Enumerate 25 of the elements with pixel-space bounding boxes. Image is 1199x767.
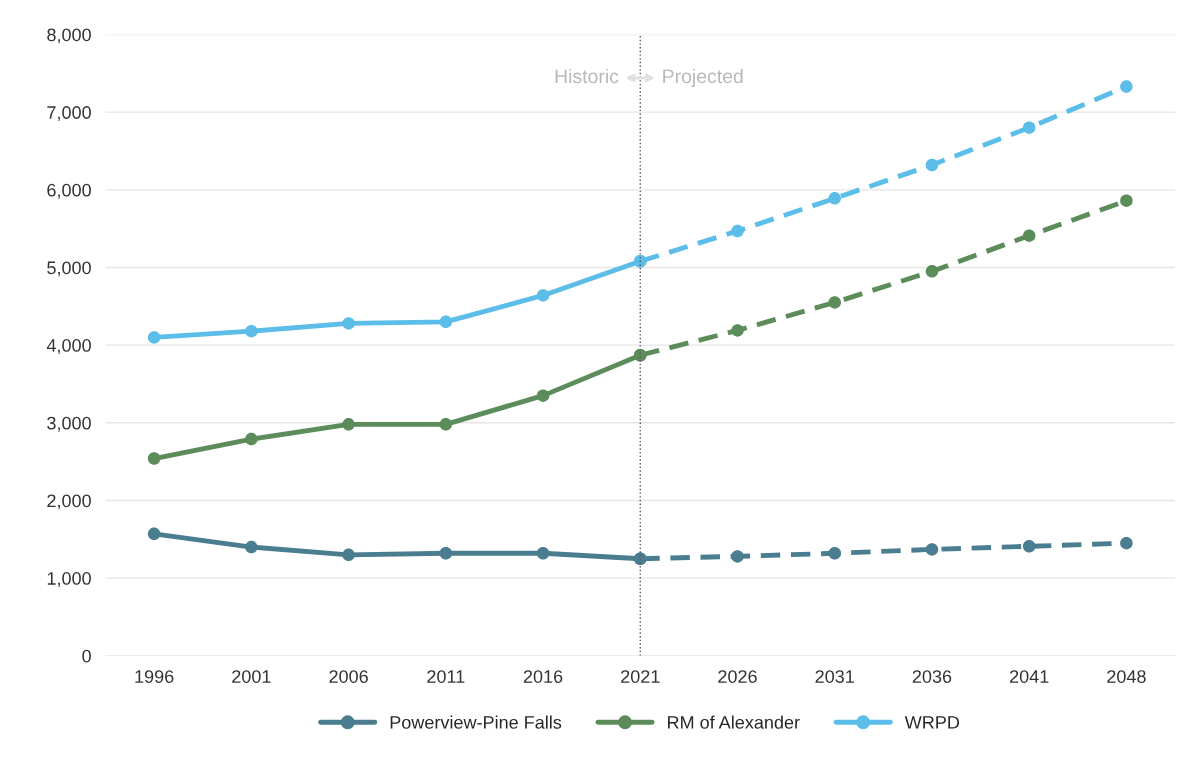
x-tick-label: 2048 — [1107, 670, 1146, 683]
legend-label: WRPD — [904, 716, 960, 729]
x-tick-label: 2041 — [1010, 670, 1049, 683]
y-tick-label: 6,000 — [47, 183, 91, 199]
y-tick-label: 5,000 — [47, 261, 91, 277]
x-tick-label: 2031 — [815, 670, 854, 683]
x-tick-label: 2036 — [912, 670, 952, 683]
legend-label: RM of Alexander — [668, 715, 800, 729]
y-tick-label: 2,000 — [47, 494, 91, 510]
annotation: Projected — [663, 68, 743, 88]
x-tick-label: 2011 — [427, 670, 465, 683]
y-tick-label: 3,000 — [47, 416, 91, 432]
x-tick-label: 2021 — [621, 670, 660, 683]
annotation: Historic — [555, 68, 619, 84]
x-tick-label: 2026 — [718, 670, 757, 683]
y-tick-label: 8,000 — [47, 28, 91, 44]
y-tick-label: 0 — [82, 649, 91, 663]
x-tick-label: 2006 — [329, 670, 368, 683]
x-tick-label: 2016 — [523, 670, 563, 683]
y-tick-label: 1,000 — [47, 572, 91, 587]
legend-label: Powerview-Pine Falls — [390, 715, 562, 729]
y-tick-label: 4,000 — [46, 339, 91, 354]
x-tick-label: 2001 — [232, 670, 271, 683]
y-tick-label: 7,000 — [47, 106, 91, 122]
x-tick-label: 1996 — [135, 670, 174, 683]
